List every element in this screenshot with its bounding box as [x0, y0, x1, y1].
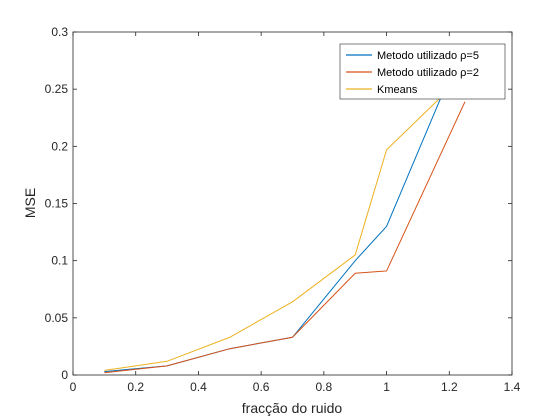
series-layer — [104, 77, 466, 374]
legend-label-1: Metodo utilizado ρ=5 — [377, 50, 479, 62]
series-line-2 — [104, 101, 466, 374]
x-tick-label: 0.6 — [253, 380, 270, 394]
y-tick-label: 0.3 — [51, 25, 68, 39]
x-tick-label: 0.4 — [190, 380, 207, 394]
y-tick-label: 0.05 — [45, 311, 69, 325]
x-axis: 0 0.2 0.4 0.6 0.8 1 1.2 1.4 — [70, 32, 521, 394]
series-line-3 — [104, 88, 450, 371]
y-axis: 0 0.05 0.1 0.15 0.2 0.25 0.3 — [45, 25, 512, 382]
x-tick-label: 1 — [383, 380, 390, 394]
y-axis-label: MSE — [22, 188, 38, 218]
x-tick-label: 1.4 — [504, 380, 521, 394]
y-tick-label: 0 — [61, 368, 68, 382]
y-tick-label: 0.1 — [51, 254, 68, 268]
x-axis-label: fracção do ruido — [242, 400, 343, 416]
legend: Metodo utilizado ρ=5 Metodo utilizado ρ=2… — [339, 43, 506, 100]
x-tick-label: 0.2 — [127, 380, 144, 394]
y-tick-label: 0.15 — [45, 197, 69, 211]
x-tick-label: 1.2 — [441, 380, 458, 394]
legend-label-3: Kmeans — [377, 84, 418, 96]
y-tick-label: 0.25 — [45, 82, 69, 96]
x-tick-label: 0 — [70, 380, 77, 394]
x-tick-label: 0.8 — [316, 380, 333, 394]
y-tick-label: 0.2 — [51, 139, 68, 153]
legend-label-2: Metodo utilizado ρ=2 — [377, 67, 479, 79]
